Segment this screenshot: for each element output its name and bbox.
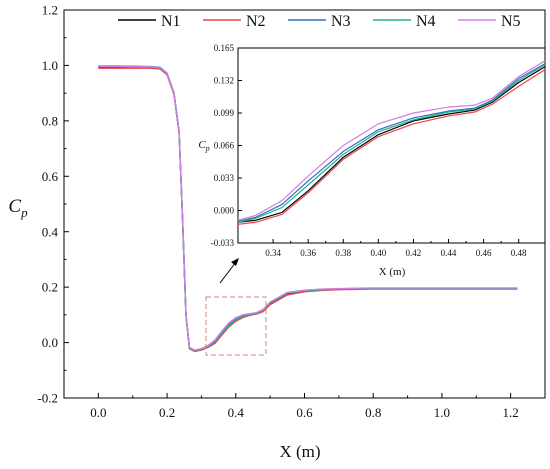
inset-y-tick-label: 0.033 <box>214 173 235 183</box>
legend-label-n1: N1 <box>161 13 181 30</box>
inset-series-line-n4 <box>237 64 546 223</box>
legend-label-n3: N3 <box>331 13 351 30</box>
inset-y-tick-label: 0.000 <box>214 206 235 216</box>
inset-y-axis-label-main: C <box>198 139 206 151</box>
main-x-tick-label: 0.8 <box>365 405 381 420</box>
main-series-line-n5 <box>98 65 518 351</box>
inset-x-tick-label: 0.48 <box>511 248 527 258</box>
main-plot: -0.20.00.20.40.60.81.01.2 0.0 0.2 0.4 0.6 0.… <box>8 3 546 461</box>
main-x-axis-label: X (m) <box>279 442 320 461</box>
inset-x-tick-label: 0.40 <box>370 248 386 258</box>
main-y-axis-label: Cp <box>8 196 28 220</box>
inset-series-line-n3 <box>237 63 546 222</box>
inset-x-ticks: 0.34 0.36 0.38 0.40 0.42 0.44 0.46 0.48 <box>265 239 527 258</box>
main-y-tick-label: -0.2 <box>37 391 58 406</box>
main-x-tick-label: 0.2 <box>159 405 175 420</box>
inset-x-axis-label: X (m) <box>379 266 406 278</box>
inset-series-line-n2 <box>237 69 546 225</box>
legend-label-n5: N5 <box>501 13 521 30</box>
inset-series-line-n5 <box>237 60 546 221</box>
inset-plot: -0.033 0.000 0.033 0.066 0.099 0.132 0.165 0.3… <box>198 43 546 278</box>
inset-x-tick-label: 0.44 <box>441 248 457 258</box>
main-y-tick-label: 0.8 <box>42 113 58 128</box>
legend-label-n4: N4 <box>416 13 436 30</box>
legend-label-n2: N2 <box>246 13 266 30</box>
main-x-ticks: 0.0 0.2 0.4 0.6 0.8 1.0 1.2 <box>90 393 519 420</box>
inset-plot-frame <box>237 47 546 244</box>
main-y-tick-label: 1.0 <box>42 58 58 73</box>
main-y-ticks: -0.2 0.0 0.2 0.4 0.6 0.8 1.0 1.2 <box>37 3 69 406</box>
inset-y-axis-label-sub: p <box>205 144 210 153</box>
inset-series-group <box>237 60 546 225</box>
zoom-arrow-head <box>231 258 239 266</box>
main-y-tick-label: 0.2 <box>42 280 58 295</box>
main-series-group <box>98 65 518 353</box>
chart-legend: N1 N2 N3 N4 N5 <box>118 13 521 30</box>
main-y-axis-label-main: C <box>8 196 21 217</box>
main-x-tick-label: 1.0 <box>434 405 450 420</box>
inset-y-ticks: -0.033 0.000 0.033 0.066 0.099 0.132 0.165 <box>211 43 242 248</box>
main-y-axis-label-sub: p <box>20 205 28 220</box>
main-x-tick-label: 0.4 <box>228 405 245 420</box>
main-x-tick-label: 0.0 <box>90 405 106 420</box>
inset-y-axis-label: Cp <box>198 139 209 153</box>
main-y-tick-label: 0.6 <box>42 169 59 184</box>
zoom-region-box <box>205 296 267 356</box>
inset-y-tick-label: 0.066 <box>214 141 235 151</box>
main-y-tick-label: 0.4 <box>42 224 59 239</box>
main-x-tick-label: 1.2 <box>503 405 519 420</box>
main-x-tick-label: 0.6 <box>296 405 313 420</box>
main-y-tick-label: 0.0 <box>42 335 58 350</box>
inset-y-tick-label: 0.165 <box>214 43 235 53</box>
inset-x-tick-label: 0.46 <box>476 248 492 258</box>
inset-x-tick-label: 0.42 <box>406 248 422 258</box>
inset-y-tick-label: -0.033 <box>211 238 235 248</box>
inset-series-line-n1 <box>237 66 546 223</box>
inset-y-tick-label: 0.132 <box>214 76 234 86</box>
inset-x-tick-label: 0.38 <box>335 248 351 258</box>
inset-x-tick-label: 0.34 <box>265 248 281 258</box>
inset-y-tick-label: 0.099 <box>214 108 235 118</box>
inset-x-tick-label: 0.36 <box>300 248 316 258</box>
main-y-tick-label: 1.2 <box>42 3 58 18</box>
zoom-arrow-line <box>219 261 237 284</box>
